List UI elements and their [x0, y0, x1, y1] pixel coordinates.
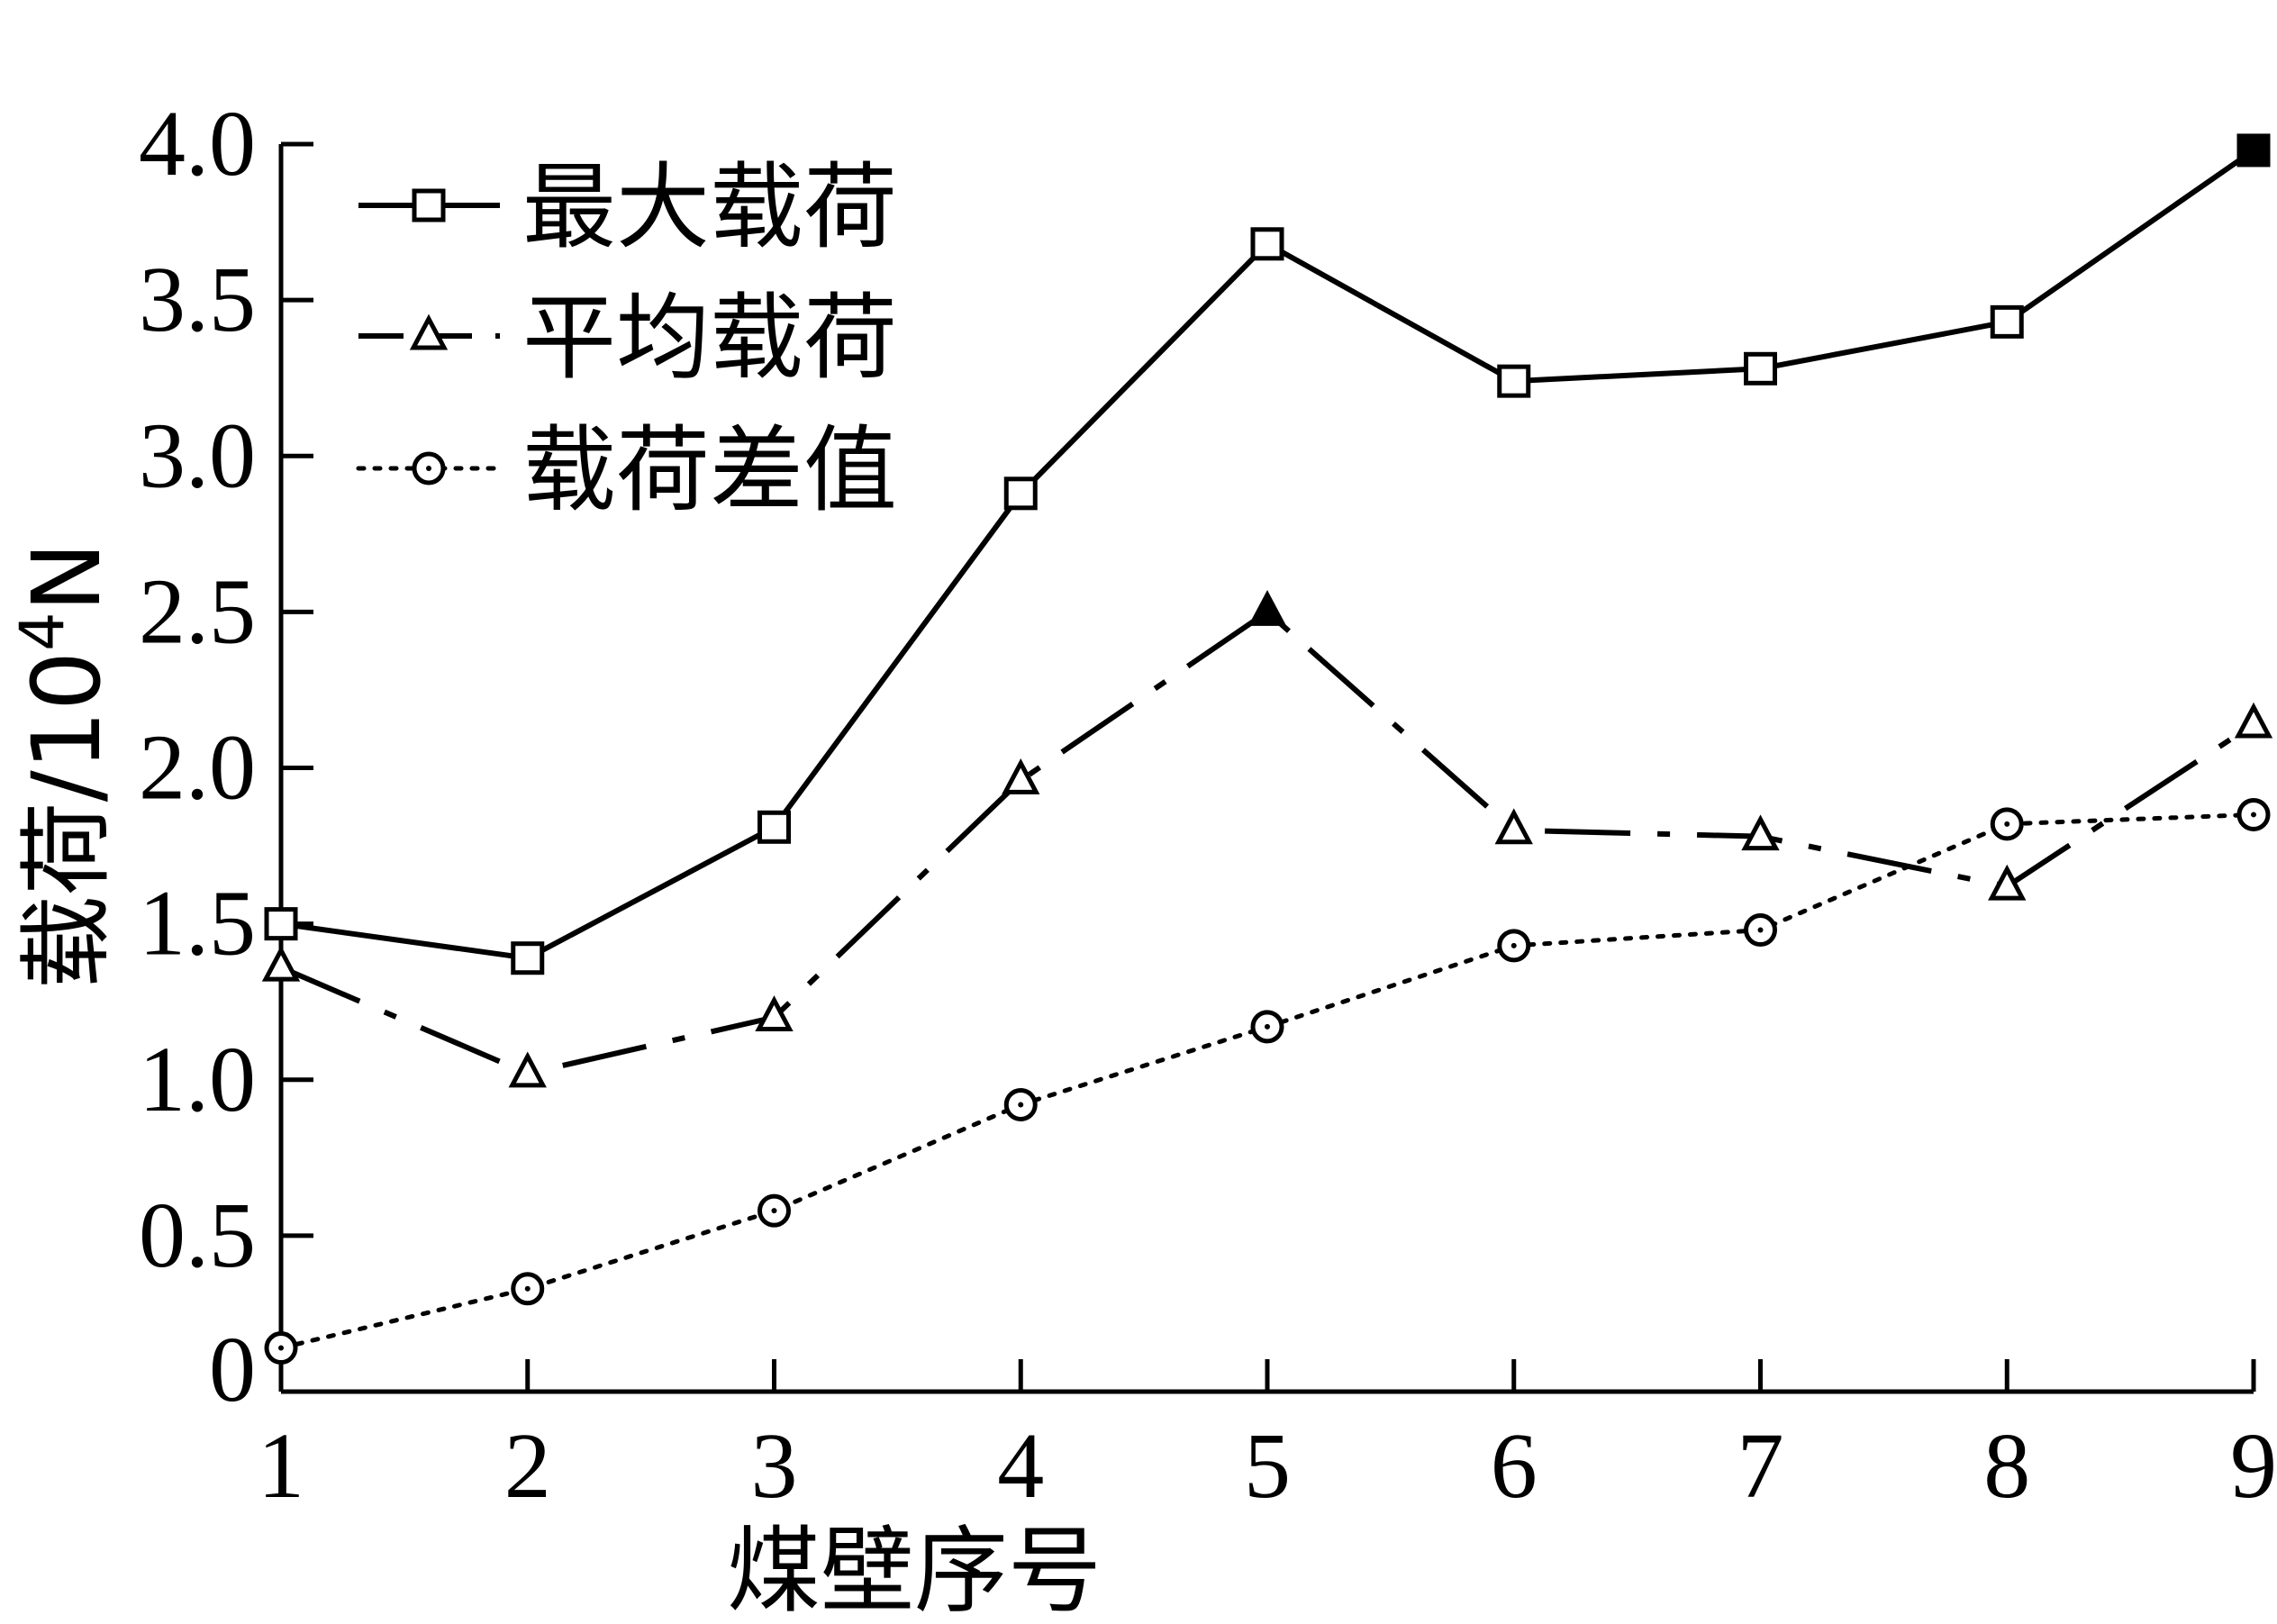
data-point	[1744, 351, 1777, 386]
y-tick-label: 1.5	[139, 872, 256, 975]
legend-marker	[412, 188, 446, 222]
data-point	[1988, 864, 2027, 901]
data-point	[757, 810, 791, 844]
y-axis-title-main: 载荷/10	[12, 651, 122, 989]
legend-label: 载荷差值	[522, 415, 897, 525]
x-tick-label: 4	[997, 1414, 1044, 1518]
data-point	[2236, 797, 2271, 831]
y-tick-label: 3.5	[139, 248, 256, 351]
data-point	[1003, 476, 1038, 511]
legend-item: 最大载荷	[358, 152, 897, 262]
y-tick-label: 2.5	[139, 559, 256, 663]
data-point	[1494, 808, 1533, 845]
data-point	[2236, 133, 2271, 168]
legend-item: 载荷差值	[356, 415, 897, 525]
y-tick-label: 0	[209, 1318, 256, 1421]
data-point	[264, 1331, 298, 1365]
data-point	[1741, 814, 1780, 851]
data-point	[2234, 702, 2273, 739]
data-point	[1003, 1087, 1038, 1121]
y-axis-title-unit: N	[12, 542, 122, 612]
x-tick-label: 1	[258, 1414, 304, 1518]
series-layer	[261, 133, 2273, 1365]
data-point	[1250, 227, 1284, 261]
data-point	[1497, 929, 1531, 963]
data-point	[511, 941, 545, 975]
data-point	[261, 945, 301, 982]
data-point	[1990, 304, 2024, 339]
data-point	[1002, 758, 1040, 794]
y-tick-label: 3.0	[139, 404, 256, 507]
plot-area: 0 0.5 1.0 1.5 2.0 2.5 3.0 3.5 4.0 1 2 3 4 5 6 7 8 9	[139, 92, 2277, 1518]
legend-item: 平均载荷	[358, 283, 897, 393]
legend-label: 平均载荷	[522, 283, 897, 393]
x-tick-label: 7	[1737, 1414, 1784, 1518]
y-tick-label: 4.0	[139, 92, 256, 195]
y-tick-label: 0.5	[139, 1184, 256, 1287]
data-point	[1497, 364, 1531, 398]
y-axis-title-sup: 4	[7, 612, 78, 651]
y-tick-label: 2.0	[139, 716, 256, 820]
data-point	[511, 1272, 545, 1306]
y-tick-label: 1.0	[139, 1028, 256, 1131]
series-line	[279, 609, 2255, 1076]
x-tick-label: 9	[2230, 1414, 2277, 1518]
series-3	[264, 797, 2271, 1365]
x-axis-title: 煤壁序号	[727, 1516, 1102, 1624]
data-point	[1744, 913, 1777, 948]
data-point	[755, 995, 794, 1031]
data-point	[264, 907, 298, 941]
x-tick-label: 8	[1983, 1414, 2030, 1518]
series-line	[278, 812, 2256, 1351]
x-axis-ticks: 1 2 3 4 5 6 7 8 9	[258, 1359, 2277, 1518]
x-tick-label: 6	[1491, 1414, 1538, 1518]
y-axis-title: 载荷/104N	[7, 542, 122, 989]
legend-marker	[409, 313, 449, 350]
data-point	[1250, 1010, 1284, 1044]
x-tick-label: 5	[1244, 1414, 1291, 1518]
series-1	[264, 133, 2271, 975]
svg-text:载荷/104N: 载荷/104N	[7, 542, 122, 989]
x-tick-label: 3	[751, 1414, 798, 1518]
legend-label: 最大载荷	[522, 152, 897, 262]
data-point	[1247, 590, 1287, 626]
x-tick-label: 2	[504, 1414, 551, 1518]
legend-marker	[412, 451, 446, 485]
data-point	[757, 1193, 791, 1228]
data-point	[1990, 807, 2024, 841]
data-point	[508, 1051, 547, 1088]
series-2	[261, 590, 2273, 1088]
y-axis-ticks: 0 0.5 1.0 1.5 2.0 2.5 3.0 3.5 4.0	[139, 92, 313, 1421]
series-line	[280, 148, 2255, 961]
